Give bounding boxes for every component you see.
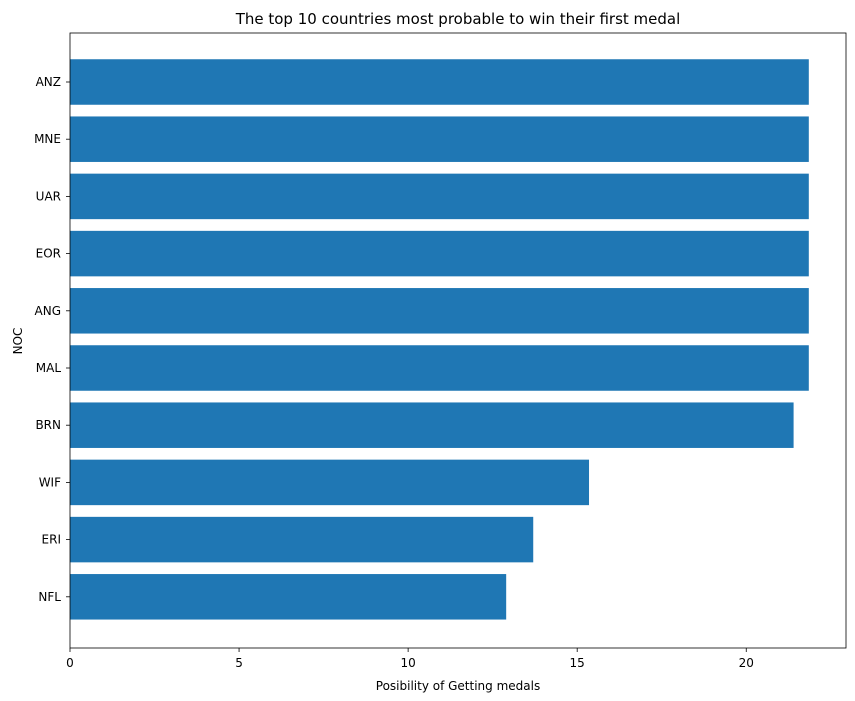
y-tick-label: EOR xyxy=(36,247,61,261)
bar-nfl xyxy=(70,574,507,620)
y-tick-label: UAR xyxy=(36,189,61,203)
y-axis-ticks: ANZ MNE UAR EOR ANG MAL BRN WIF ERI NFL xyxy=(34,75,70,604)
x-tick-label: 0 xyxy=(66,656,74,670)
bar-mne xyxy=(70,116,809,162)
y-tick-label: NFL xyxy=(38,590,61,604)
y-axis-label: NOC xyxy=(11,328,25,355)
plot-frame xyxy=(69,32,847,649)
y-tick-label: ANZ xyxy=(36,75,61,89)
x-axis-label: Posibility of Getting medals xyxy=(376,679,540,693)
bar-anz xyxy=(70,59,809,105)
y-tick-label: MNE xyxy=(34,132,61,146)
y-tick-label: MAL xyxy=(36,361,62,375)
bar-eri xyxy=(70,516,534,563)
x-tick-label: 5 xyxy=(235,656,243,670)
bars-group xyxy=(70,59,809,620)
y-tick-label: WIF xyxy=(39,475,61,489)
bar-ang xyxy=(70,288,809,334)
y-tick-label: ERI xyxy=(42,533,61,547)
x-tick-label: 20 xyxy=(739,656,754,670)
x-axis-ticks: 0 5 10 15 20 xyxy=(66,648,754,670)
chart-title: The top 10 countries most probable to wi… xyxy=(235,10,681,28)
bar-wif xyxy=(70,459,590,506)
x-tick-label: 10 xyxy=(400,656,415,670)
bar-brn xyxy=(70,402,794,448)
x-tick-label: 15 xyxy=(570,656,585,670)
bar-uar xyxy=(70,173,809,220)
y-tick-label: ANG xyxy=(35,304,61,318)
y-tick-label: BRN xyxy=(35,418,61,432)
bar-eor xyxy=(70,230,809,277)
bar-mal xyxy=(70,345,809,391)
